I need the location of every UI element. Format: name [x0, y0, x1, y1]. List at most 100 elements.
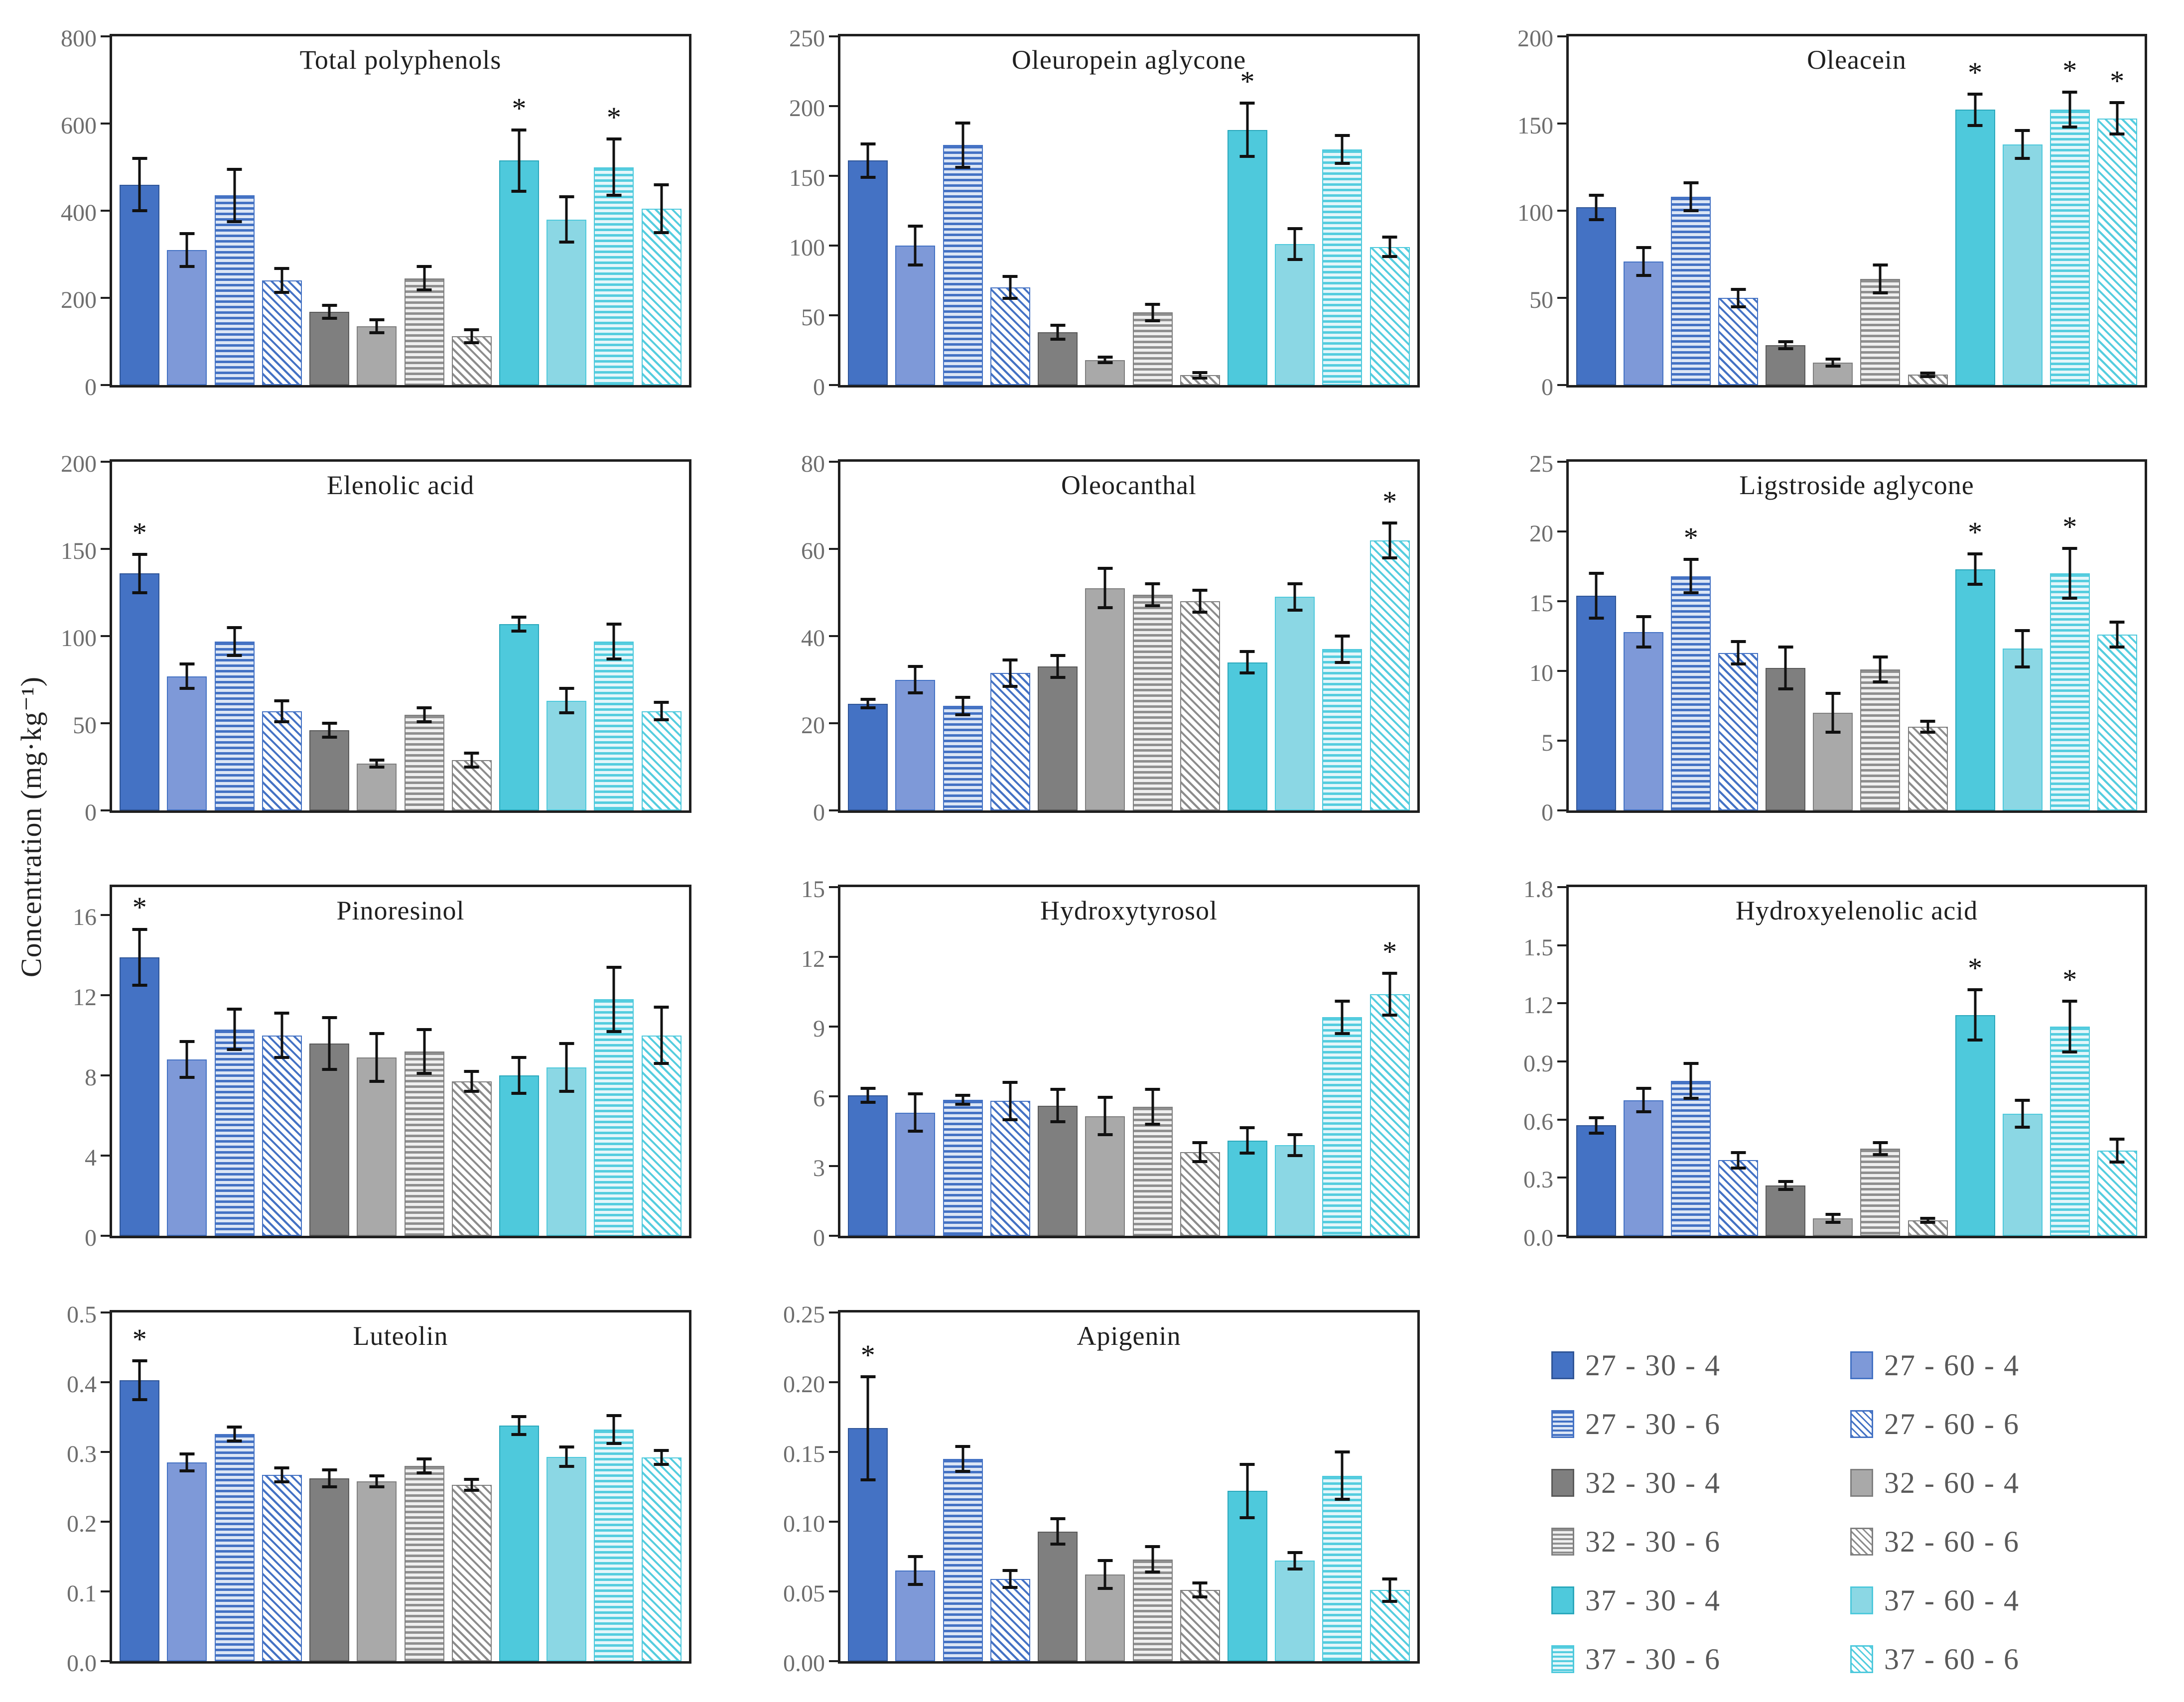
- chart-body: 0 200 400 600 800 Total polyphenols * *: [26, 27, 728, 399]
- bar-32-30-4: [1038, 666, 1078, 810]
- chart-body: 0 50 100 150 200 Elenolic acid *: [26, 452, 728, 825]
- legend-item-32-60-6: 32 - 60 - 6: [1850, 1525, 2159, 1559]
- bar-32-30-4: [1038, 332, 1078, 385]
- bar-27-30-4: [1576, 207, 1617, 385]
- bar-slot-27-60-4: [167, 462, 207, 810]
- legend-item-27-60-4: 27 - 60 - 4: [1850, 1348, 2159, 1383]
- bar-slot-32-60-4: [357, 36, 397, 385]
- y-tick-mark: [829, 1521, 838, 1523]
- error-bar: [280, 1468, 283, 1482]
- chart-title: Total polyphenols: [299, 45, 502, 75]
- y-tick-mark: [829, 175, 838, 177]
- error-bar: [423, 1029, 426, 1074]
- bar-32-60-6: [1180, 1590, 1220, 1661]
- error-bar: [1199, 1143, 1202, 1162]
- y-tick-label: 50: [801, 304, 825, 331]
- error-bar: [233, 1009, 236, 1049]
- bar-slot-32-30-6: [404, 887, 444, 1236]
- bar-slot-27-60-4: [895, 36, 936, 385]
- error-bar: [185, 233, 188, 266]
- bar-slot-37-60-4: [546, 887, 587, 1236]
- bar-slot-32-60-4: [357, 462, 397, 810]
- bar-32-30-6: [1860, 1149, 1901, 1236]
- legend-swatch-icon: [1551, 1410, 1574, 1438]
- y-tick-label: 16: [73, 904, 97, 931]
- y-tick-mark: [1557, 1060, 1566, 1062]
- bar-32-30-6: [1132, 312, 1173, 385]
- plot-area: Ligstroside aglycone * * *: [1557, 459, 2147, 813]
- bars-container: *: [840, 1312, 1417, 1661]
- error-bar: [1388, 237, 1391, 257]
- significance-asterisk: *: [2062, 510, 2077, 543]
- legend-item-32-60-4: 32 - 60 - 4: [1850, 1466, 2159, 1500]
- bar-32-60-4: [1085, 588, 1125, 810]
- bar-slot-32-30-6: [404, 36, 444, 385]
- y-tick-label: 1.2: [1523, 992, 1553, 1019]
- y-tick-label: 200: [61, 451, 97, 477]
- y-tick-mark: [1557, 1235, 1566, 1237]
- error-bar: [1831, 693, 1834, 733]
- error-bar: [1595, 195, 1598, 220]
- plot-area: Oleocanthal *: [829, 459, 1420, 813]
- bar-slot-32-30-6: [1132, 1312, 1173, 1661]
- bars-container: *: [840, 36, 1417, 385]
- y-tick-label: 3: [813, 1155, 825, 1181]
- bar-37-30-4: [1955, 110, 1995, 385]
- error-bar: [2068, 548, 2071, 599]
- error-bar: [1879, 264, 1882, 293]
- error-bar: [328, 723, 331, 737]
- bar-slot-27-30-6: [214, 887, 255, 1236]
- error-bar: [423, 707, 426, 722]
- bar-slot-27-30-6: [214, 1312, 255, 1661]
- bar-32-60-6: [1180, 1152, 1220, 1236]
- y-tick-label: 400: [61, 200, 97, 226]
- bar-slot-27-60-4: [895, 462, 936, 810]
- chart-body: 0 50 100 150 200 250 Oleuropein aglycone *: [754, 27, 1457, 399]
- bar-37-60-4: [546, 1067, 587, 1236]
- y-tick-label: 40: [801, 625, 825, 652]
- significance-asterisk: *: [2110, 65, 2125, 97]
- legend-swatch-icon: [1551, 1351, 1574, 1379]
- bar-37-30-4: [1955, 569, 1995, 810]
- bar-37-30-4: [1227, 1140, 1267, 1236]
- bar-37-60-4: [2002, 144, 2043, 385]
- bar-27-30-4: [1576, 595, 1617, 810]
- bar-slot-37-30-4: *: [1227, 36, 1267, 385]
- bar-37-60-6: [2097, 118, 2137, 385]
- bar-37-60-4: [1275, 1561, 1315, 1661]
- y-tick-mark: [1557, 740, 1566, 742]
- error-bar: [138, 554, 141, 593]
- error-bar: [1151, 304, 1154, 321]
- bar-slot-37-30-6: [594, 1312, 634, 1661]
- y-tick-label: 0.05: [783, 1580, 825, 1607]
- bar-27-60-6: [1718, 653, 1759, 810]
- legend: 27 - 30 - 4 27 - 60 - 4 27 - 30 - 6 27 - 60…: [1457, 1276, 2184, 1702]
- y-tick-mark: [829, 314, 838, 316]
- bar-slot-37-30-4: [1227, 462, 1267, 810]
- legend-label: 32 - 60 - 6: [1884, 1525, 2020, 1558]
- y-tick-mark: [101, 1590, 110, 1592]
- bar-slot-27-30-4: *: [848, 1312, 888, 1661]
- error-bar: [2021, 630, 2024, 667]
- bar-27-30-4: [848, 703, 888, 810]
- significance-asterisk: *: [512, 92, 527, 125]
- y-tick-label: 0: [813, 799, 825, 826]
- y-tick-mark: [829, 461, 838, 463]
- bar-slot-37-60-4: [2002, 462, 2043, 810]
- bar-slot-32-60-6: [1180, 887, 1220, 1236]
- bar-37-30-6: [594, 1430, 634, 1661]
- y-tick-mark: [829, 1381, 838, 1383]
- error-bar: [185, 664, 188, 688]
- bar-slot-37-30-6: [594, 462, 634, 810]
- y-tick-label: 0: [1541, 799, 1553, 826]
- error-bar: [1199, 372, 1202, 378]
- error-bar: [1388, 973, 1391, 1015]
- y-tick-label: 800: [61, 25, 97, 52]
- bar-slot-27-30-6: [943, 462, 983, 810]
- y-tick-mark: [1557, 1002, 1566, 1005]
- bar-27-30-6: [943, 706, 983, 810]
- chart-body: 0 3 6 9 12 15 Hydroxytyrosol *: [754, 878, 1457, 1250]
- bar-slot-32-30-4: [309, 887, 350, 1236]
- bar-slot-27-30-4: [120, 36, 160, 385]
- y-tick-mark: [101, 1521, 110, 1523]
